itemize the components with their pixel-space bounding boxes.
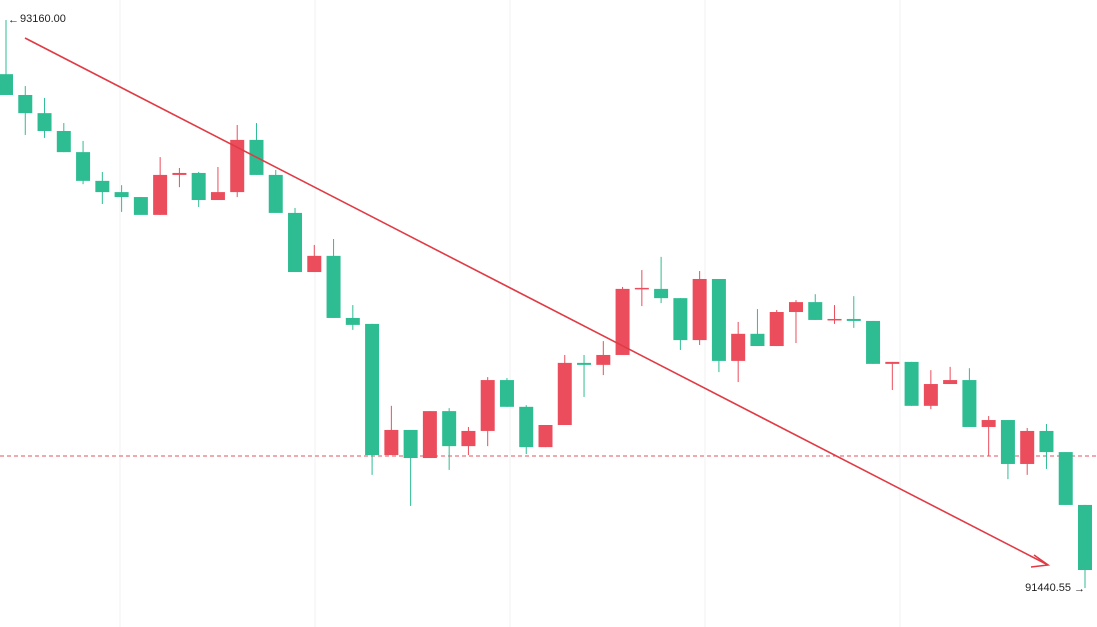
arrow-head: [1030, 554, 1051, 568]
candle-body: [268, 174, 283, 213]
candles: [0, 19, 1097, 589]
candle-body: [1078, 504, 1092, 571]
candle-body: [153, 174, 168, 215]
candle-body: [846, 318, 861, 321]
candle-body: [519, 406, 534, 448]
candle-body: [962, 380, 977, 427]
candle-body: [114, 192, 129, 198]
candle-body: [711, 278, 726, 361]
candle-body: [442, 411, 457, 447]
candle-body: [904, 361, 919, 406]
candle-body: [56, 130, 71, 153]
grid: [119, 0, 901, 627]
candle-body: [692, 278, 707, 341]
candle-body: [403, 429, 418, 459]
candle-body: [596, 354, 611, 365]
candle-body: [37, 113, 52, 131]
candle-body: [172, 172, 187, 175]
candle-body: [95, 180, 110, 193]
candle-body: [673, 298, 688, 341]
candle-body: [1020, 430, 1035, 464]
candle-body: [923, 384, 938, 406]
candle-body: [866, 320, 881, 364]
candle-body: [827, 318, 842, 321]
min-label: 91440.55: [1025, 582, 1071, 594]
candle-body: [943, 380, 958, 385]
candle-body: [480, 380, 495, 431]
candle-body: [634, 287, 649, 290]
candle-body: [654, 288, 669, 299]
arrow-symbol: →: [1074, 583, 1085, 595]
candle-body: [365, 323, 380, 456]
candle-body: [461, 430, 476, 447]
arrow-symbol: ←: [8, 14, 19, 26]
candle-body: [981, 420, 996, 427]
candle-body: [1000, 420, 1015, 464]
candle-body: [885, 361, 900, 364]
candle-body: [557, 362, 572, 425]
candle-body: [808, 302, 823, 320]
candle-body: [0, 74, 13, 95]
candle-body: [18, 94, 33, 114]
candle-body: [345, 317, 360, 325]
trend-arrow: [24, 37, 1051, 568]
candle-body: [615, 288, 630, 355]
trend-line: [24, 37, 1049, 566]
candle-body: [731, 333, 746, 361]
candle-body: [769, 312, 784, 347]
candle-body: [577, 362, 592, 365]
candle-body: [499, 380, 514, 407]
candle-body: [1058, 452, 1073, 505]
candle-body: [76, 152, 91, 181]
candle-body: [230, 139, 245, 193]
candle-body: [1039, 430, 1054, 453]
max-label: 93160.00: [20, 13, 66, 25]
candle-body: [191, 172, 206, 201]
candle-body: [133, 197, 148, 215]
candle-body: [210, 192, 225, 201]
candle-body: [422, 411, 437, 459]
candle-body: [307, 255, 322, 273]
candle-body: [384, 429, 399, 456]
candle-body: [326, 255, 341, 318]
candle-body: [788, 302, 803, 313]
candle-body: [538, 424, 553, 448]
candle-body: [750, 333, 765, 347]
candle-body: [288, 212, 303, 273]
